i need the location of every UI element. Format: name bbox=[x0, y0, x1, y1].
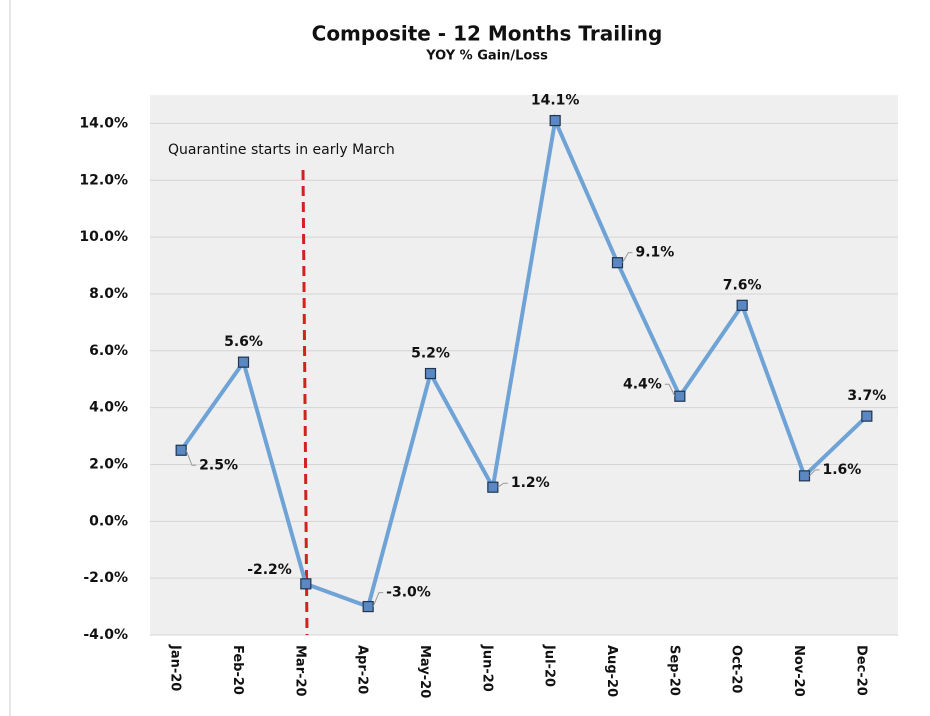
y-tick-label: 2.0% bbox=[89, 456, 128, 472]
series-line bbox=[179, 113, 869, 610]
data-label: 1.6% bbox=[823, 462, 862, 478]
x-tick-label: Dec-20 bbox=[853, 645, 868, 696]
y-tick-label: 14.0% bbox=[79, 115, 128, 131]
leader-line bbox=[185, 450, 197, 466]
y-tick-label: 10.0% bbox=[79, 229, 128, 245]
y-tick-label: -4.0% bbox=[83, 627, 128, 643]
y-tick-label: 6.0% bbox=[89, 343, 128, 359]
quarantine-line bbox=[301, 169, 309, 636]
x-tick-label: Jan-20 bbox=[168, 644, 183, 691]
x-tick-label: Apr-20 bbox=[355, 645, 370, 694]
x-tick-label: Oct-20 bbox=[729, 645, 744, 693]
data-label: 7.6% bbox=[723, 277, 762, 293]
x-tick-label: Aug-20 bbox=[604, 645, 619, 697]
leader-line bbox=[809, 469, 820, 477]
point-marker bbox=[549, 114, 561, 127]
y-tick-label: 4.0% bbox=[89, 400, 128, 416]
data-label: -2.2% bbox=[247, 562, 292, 578]
chart-subtitle: YOY % Gain/Loss bbox=[425, 49, 548, 64]
point-marker bbox=[424, 367, 437, 380]
point-marker bbox=[611, 257, 624, 269]
x-tick-label: Feb-20 bbox=[230, 645, 245, 695]
point-marker bbox=[798, 470, 811, 482]
y-tick-label: 0.0% bbox=[89, 513, 128, 529]
grid bbox=[150, 122, 898, 636]
data-label: 2.5% bbox=[199, 457, 238, 473]
data-label: 5.6% bbox=[224, 334, 263, 350]
x-tick-label: May-20 bbox=[417, 645, 432, 698]
plot-area bbox=[150, 95, 898, 635]
leader-line bbox=[372, 592, 384, 607]
annotation: Quarantine starts in early March bbox=[168, 142, 395, 158]
chart-title: Composite - 12 Months Trailing bbox=[312, 22, 663, 46]
x-tick-label: Jul-20 bbox=[542, 644, 557, 687]
point-marker bbox=[861, 410, 873, 422]
leader-line bbox=[664, 383, 676, 397]
y-tick-label: 12.0% bbox=[79, 172, 128, 188]
leader-line bbox=[497, 482, 508, 488]
data-label: 3.7% bbox=[847, 388, 886, 404]
point-marker bbox=[674, 390, 686, 402]
point-marker bbox=[300, 578, 312, 590]
point-marker bbox=[487, 481, 499, 493]
data-label: 1.2% bbox=[511, 475, 550, 491]
x-tick-label: Jun-20 bbox=[479, 644, 494, 692]
x-tick-label: Nov-20 bbox=[791, 645, 806, 697]
x-tick-label: Mar-20 bbox=[292, 645, 307, 697]
point-marker bbox=[237, 356, 250, 368]
y-tick-label: 8.0% bbox=[89, 286, 128, 302]
y-tick-label: -2.0% bbox=[83, 570, 128, 586]
point-marker bbox=[175, 444, 187, 456]
point-marker bbox=[362, 600, 374, 613]
data-label: 5.2% bbox=[411, 346, 450, 362]
data-label: 14.1% bbox=[531, 93, 580, 109]
data-label: 4.4% bbox=[623, 376, 662, 392]
x-tick-label: Sep-20 bbox=[666, 645, 681, 696]
data-label: -3.0% bbox=[386, 585, 431, 601]
point-marker bbox=[736, 299, 748, 311]
data-label: 9.1% bbox=[636, 245, 675, 261]
leader-line bbox=[622, 252, 633, 263]
